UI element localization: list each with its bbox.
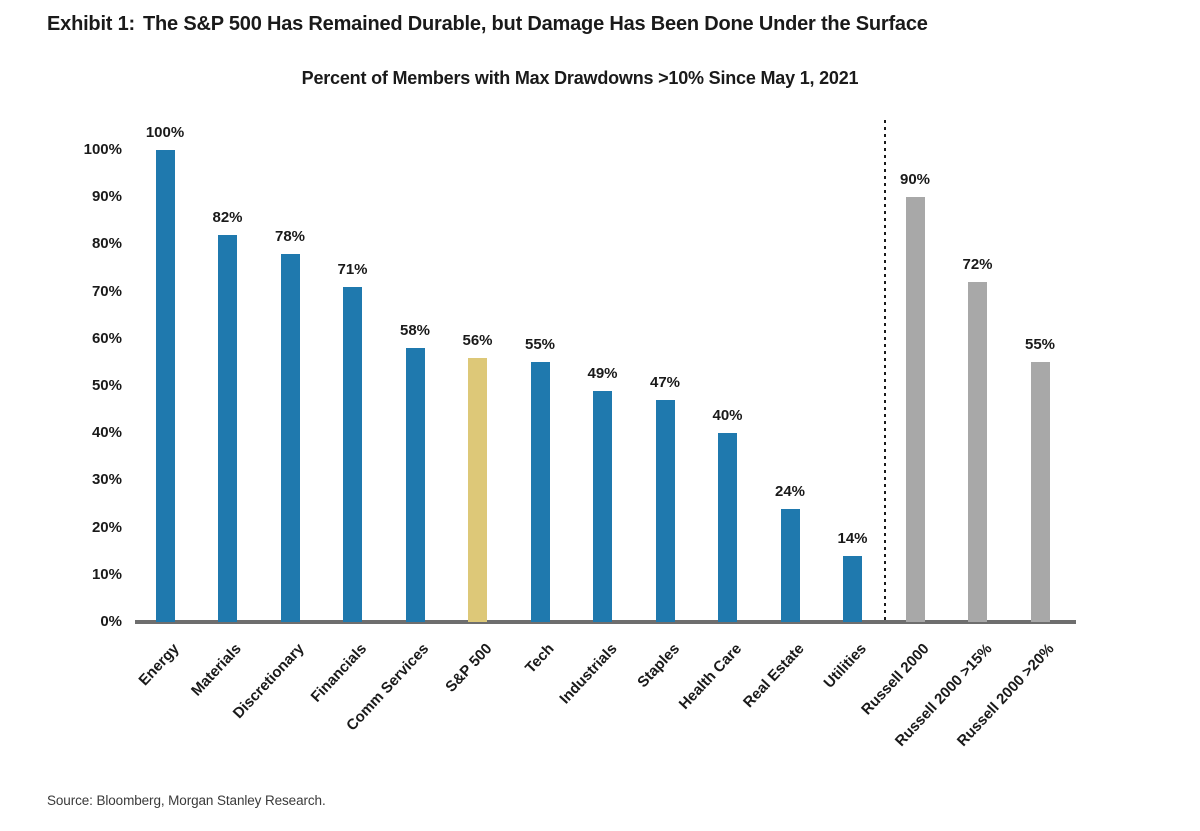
bar-value-label: 90% — [899, 171, 931, 189]
bar-value-label: 100% — [145, 124, 185, 141]
bar-value-label: 24% — [774, 482, 806, 500]
exhibit-title-row: Exhibit 1: The S&P 500 Has Remained Durab… — [47, 13, 928, 36]
y-axis-tick-label: 0% — [100, 613, 122, 630]
x-axis-category-label: Industrials — [556, 640, 621, 708]
bar-value-label: 78% — [274, 227, 306, 245]
bar-real-estate — [780, 508, 800, 622]
y-axis-tick-label: 50% — [91, 377, 122, 394]
bar-value-label: 82% — [212, 208, 243, 226]
bar-value-label: 55% — [1024, 336, 1056, 354]
bar-value-label: 40% — [712, 407, 743, 425]
bar-value-label: 71% — [337, 260, 368, 278]
x-axis-category-label: Tech — [522, 640, 558, 677]
bar-staples — [655, 400, 675, 622]
x-axis-category-label: Utilities — [820, 640, 871, 692]
y-axis-tick-label: 90% — [91, 188, 122, 206]
bar-industrials — [593, 390, 612, 622]
bar-value-label: 56% — [462, 331, 493, 349]
x-axis-category-label: Energy — [135, 640, 183, 690]
bar-financials — [343, 286, 362, 622]
bar-value-label: 49% — [587, 364, 618, 382]
y-axis-tick-label: 20% — [91, 518, 122, 536]
bar-russell-2000-20 — [1030, 362, 1050, 622]
chart-title: Percent of Members with Max Drawdowns >1… — [301, 68, 859, 88]
y-axis-tick-label: 60% — [91, 329, 122, 347]
separator-dotted-line — [884, 120, 886, 622]
bar-tech — [530, 362, 550, 622]
bar-value-label: 58% — [399, 322, 431, 340]
bar-russell-2000 — [905, 197, 925, 622]
x-axis-category-label: Health Care — [675, 640, 746, 713]
bar-value-label: 14% — [837, 529, 868, 547]
y-axis-tick-label: 70% — [91, 282, 122, 300]
exhibit-title: The S&P 500 Has Remained Durable, but Da… — [143, 13, 928, 35]
source-note: Source: Bloomberg, Morgan Stanley Resear… — [47, 793, 326, 808]
exhibit-label: Exhibit 1: — [47, 13, 136, 35]
bar-value-label: 55% — [524, 336, 556, 354]
x-axis-category-label: Financials — [307, 640, 371, 706]
y-axis-tick-label: 80% — [91, 235, 122, 253]
y-axis-tick-label: 40% — [91, 424, 122, 442]
bar-s-p-500 — [468, 357, 487, 622]
bar-value-label: 47% — [649, 374, 681, 392]
x-axis-category-label: Staples — [633, 640, 683, 691]
y-axis-tick-label: 10% — [91, 565, 122, 583]
bar-materials — [218, 234, 237, 622]
bar-utilities — [843, 555, 862, 622]
bar-health-care — [718, 433, 737, 622]
y-axis-tick-label: 100% — [83, 141, 122, 158]
bar-discretionary — [280, 253, 300, 622]
x-axis-category-label: Real Estate — [740, 640, 808, 712]
x-axis-category-label: S&P 500 — [442, 640, 496, 696]
y-axis-tick-label: 30% — [91, 471, 122, 489]
x-axis-line — [135, 620, 1076, 624]
x-axis-category-label: Materials — [188, 640, 246, 700]
bar-value-label: 72% — [962, 256, 993, 274]
bar-comm-services — [405, 348, 425, 622]
bar-energy — [155, 150, 175, 622]
bar-russell-2000-15 — [968, 282, 987, 622]
